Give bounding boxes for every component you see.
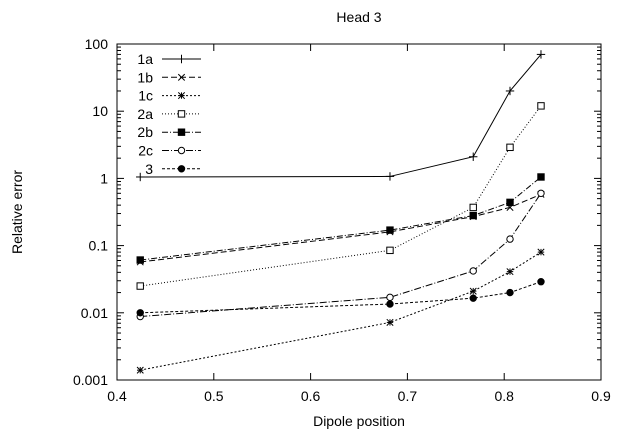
data-point xyxy=(386,318,394,326)
data-point xyxy=(537,102,545,110)
series-3 xyxy=(136,278,545,317)
data-point xyxy=(537,189,545,198)
data-point xyxy=(177,73,186,81)
x-axis: 0.4 0.5 0.6 0.7 0.8 0.9 xyxy=(107,44,611,404)
series-2a xyxy=(136,102,545,290)
legend-item-1b: 1b xyxy=(137,69,201,85)
data-point xyxy=(469,203,477,212)
data-point xyxy=(537,173,545,181)
data-point xyxy=(177,110,186,118)
data-point xyxy=(177,92,186,100)
data-point xyxy=(136,172,145,182)
y-tick-label: 0.01 xyxy=(81,305,108,321)
data-point xyxy=(136,256,144,264)
data-point xyxy=(537,248,545,256)
legend-label: 1b xyxy=(137,69,153,85)
x-tick-label: 0.7 xyxy=(398,388,418,404)
x-axis-label: Dipole position xyxy=(313,413,405,429)
x-tick-label: 0.4 xyxy=(107,388,127,404)
data-point xyxy=(469,267,477,275)
series-line xyxy=(140,251,542,371)
legend-item-1c: 1c xyxy=(138,88,201,104)
series-layer xyxy=(136,50,546,374)
data-point xyxy=(506,143,514,152)
legend-label: 1c xyxy=(138,88,153,104)
legend-item-2c: 2c xyxy=(138,143,201,159)
x-tick-label: 0.8 xyxy=(494,388,514,404)
data-point xyxy=(136,366,144,374)
data-point xyxy=(177,128,186,136)
legend: 1a 1b 1c 2a 2b 2c 3 xyxy=(137,51,201,177)
data-point xyxy=(177,146,186,155)
legend-item-1a: 1a xyxy=(137,51,201,67)
legend-label: 3 xyxy=(145,161,153,177)
data-point xyxy=(536,50,546,59)
data-point xyxy=(469,287,477,295)
data-point xyxy=(177,54,186,64)
y-tick-label: 0.1 xyxy=(89,238,109,254)
chart-title: Head 3 xyxy=(336,9,381,25)
y-tick-label: 0.001 xyxy=(73,372,108,388)
data-point xyxy=(386,300,394,308)
x-tick-label: 0.6 xyxy=(301,388,321,404)
data-point xyxy=(386,226,394,234)
series-2b xyxy=(136,173,545,264)
legend-label: 2b xyxy=(137,124,153,140)
data-point xyxy=(469,211,477,220)
data-point xyxy=(469,294,477,302)
legend-item-2a: 2a xyxy=(137,106,201,122)
data-point xyxy=(506,235,514,243)
series-line xyxy=(140,193,542,263)
y-axis-label: Relative error xyxy=(9,170,25,254)
y-axis: 0.001 0.01 0.1 1 10 100 xyxy=(73,36,601,388)
data-point xyxy=(537,278,545,286)
legend-label: 2a xyxy=(137,106,153,122)
series-line xyxy=(140,281,542,314)
legend-label: 2c xyxy=(138,143,153,159)
series-line xyxy=(140,176,542,261)
data-point xyxy=(385,172,395,181)
y-tick-label: 100 xyxy=(85,36,109,52)
data-point xyxy=(386,246,394,255)
series-line xyxy=(140,193,542,318)
series-line xyxy=(140,105,542,287)
y-tick-label: 1 xyxy=(100,170,108,186)
data-point xyxy=(136,309,144,317)
data-point xyxy=(506,268,514,276)
series-line xyxy=(140,54,542,178)
y-tick-label: 10 xyxy=(92,103,108,119)
data-point xyxy=(136,282,144,290)
legend-item-2b: 2b xyxy=(137,124,201,140)
data-point xyxy=(386,293,394,302)
series-1a xyxy=(136,50,546,182)
x-tick-label: 0.9 xyxy=(591,388,611,404)
data-point xyxy=(469,152,478,161)
plot-frame xyxy=(116,43,602,381)
data-point xyxy=(506,288,514,297)
legend-item-3: 3 xyxy=(145,161,201,177)
data-point xyxy=(506,198,514,207)
series-1c xyxy=(136,248,545,374)
series-1b xyxy=(136,190,545,266)
x-tick-label: 0.5 xyxy=(204,388,224,404)
data-point xyxy=(505,86,515,96)
data-point xyxy=(177,165,186,173)
legend-label: 1a xyxy=(137,51,153,67)
